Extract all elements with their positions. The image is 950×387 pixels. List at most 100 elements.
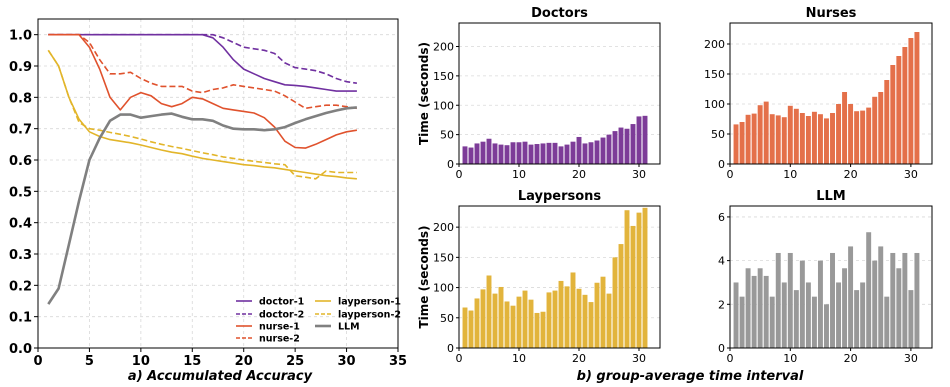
y-tick-label: 0.9 — [9, 60, 32, 75]
legend-label: layperson-1 — [338, 297, 401, 308]
x-tick-label: 20 — [235, 354, 253, 369]
bar — [510, 305, 516, 348]
bar — [775, 252, 781, 348]
y-tick-label: 100 — [704, 98, 725, 111]
y-tick-label: 0 — [718, 342, 725, 355]
bar — [618, 127, 624, 164]
y-tick-label: 0 — [447, 158, 454, 171]
bar — [914, 252, 920, 348]
bar — [498, 144, 504, 164]
y-tick-label: 150 — [433, 70, 454, 83]
laypersons-time-chart: 0 50 100 150 200 0 10 20 30 Laypersons Time (secon… — [417, 189, 661, 365]
bar — [860, 282, 866, 348]
bar — [799, 260, 805, 348]
bar — [757, 268, 763, 348]
y-tick-label: 50 — [711, 128, 725, 141]
bar — [811, 111, 817, 164]
y-tick-label: 6 — [718, 211, 725, 224]
bar — [817, 260, 823, 348]
legend-label: doctor-1 — [259, 297, 304, 308]
bar — [522, 141, 528, 164]
bar — [914, 32, 920, 164]
bar — [739, 296, 745, 348]
bar — [769, 296, 775, 348]
bar — [642, 115, 648, 164]
bar — [492, 293, 498, 348]
bar — [582, 294, 588, 348]
bar — [757, 105, 763, 164]
accumulated-accuracy-chart: 0 5 10 15 20 25 30 35 0.0 0.1 0.2 0.3 0.4 0.5 0.6 0.7 0.… — [9, 18, 407, 369]
y-tick-label: 0.0 — [9, 342, 32, 357]
x-tick-label: 30 — [904, 352, 918, 365]
bar — [787, 105, 793, 164]
x-tick-label: 10 — [783, 352, 797, 365]
x-tick-label: 0 — [456, 168, 463, 181]
bar — [624, 210, 630, 348]
bar — [872, 96, 878, 164]
bar — [618, 244, 624, 348]
bar — [498, 286, 504, 348]
bar — [866, 107, 872, 164]
y-tick-label: 50 — [440, 129, 454, 142]
series-line-nurse-1 — [48, 33, 358, 149]
bar — [866, 232, 872, 348]
bar — [884, 80, 890, 164]
bar — [642, 207, 648, 348]
plot-frame — [458, 22, 661, 165]
bar — [564, 144, 570, 164]
series-line-nurse-2 — [48, 33, 358, 110]
bar — [793, 290, 799, 348]
bar — [630, 124, 636, 164]
y-tick-label: 200 — [704, 38, 725, 51]
bar — [836, 282, 842, 348]
bar — [564, 286, 570, 348]
y-tick-label: 0.2 — [9, 279, 32, 294]
bar — [830, 113, 835, 164]
bar — [606, 293, 612, 348]
bar — [588, 142, 594, 164]
bar — [902, 47, 908, 164]
bar — [612, 131, 618, 164]
y-axis-label: Time (seconds) — [417, 225, 431, 328]
legend-label: layperson-2 — [338, 310, 401, 321]
x-tick-label: 30 — [632, 168, 646, 181]
bar — [781, 282, 787, 348]
bar — [872, 260, 878, 348]
bar — [745, 114, 751, 164]
x-tick-label: 35 — [389, 354, 407, 369]
bar — [480, 141, 486, 164]
bar — [528, 299, 534, 348]
bar — [830, 252, 835, 348]
bar — [793, 108, 799, 164]
bar — [504, 301, 510, 348]
bar — [558, 280, 564, 348]
bar — [805, 116, 811, 164]
bar — [902, 252, 908, 348]
x-tick-label: 30 — [632, 352, 646, 365]
bar — [540, 311, 546, 348]
bar — [516, 142, 522, 164]
bar — [522, 290, 528, 348]
bar — [811, 296, 817, 348]
x-tick-label: 30 — [904, 168, 918, 181]
bar — [570, 141, 576, 164]
x-tick-label: 20 — [572, 168, 586, 181]
legend-label: nurse-2 — [259, 334, 300, 345]
plot-frame — [729, 22, 933, 165]
x-tick-label: 0 — [727, 352, 734, 365]
bar — [824, 304, 829, 348]
panel-title: Nurses — [806, 6, 857, 21]
y-tick-label: 150 — [704, 68, 725, 81]
y-tick-label: 0.1 — [9, 311, 32, 326]
x-tick-label: 30 — [338, 354, 356, 369]
x-tick-label: 20 — [844, 168, 858, 181]
bar — [805, 282, 811, 348]
x-tick-label: 10 — [783, 168, 797, 181]
bar — [606, 134, 612, 165]
bar — [836, 104, 842, 164]
x-tick-label: 20 — [572, 352, 586, 365]
bar — [733, 282, 739, 348]
x-tick-label: 20 — [844, 352, 858, 365]
bar — [854, 290, 860, 348]
x-tick-label: 10 — [512, 168, 526, 181]
